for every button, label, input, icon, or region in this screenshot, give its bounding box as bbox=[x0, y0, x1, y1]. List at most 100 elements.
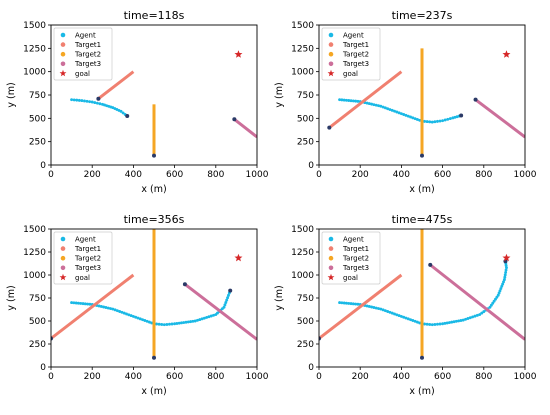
x-axis-label: x (m) bbox=[141, 184, 166, 195]
target1-position-marker bbox=[51, 336, 53, 341]
agent-point bbox=[499, 287, 503, 290]
target2-position-marker bbox=[420, 153, 424, 158]
agent-point bbox=[377, 307, 380, 310]
agent-point bbox=[97, 304, 101, 308]
agent-point bbox=[226, 296, 230, 300]
y-tick-label: 500 bbox=[297, 114, 314, 124]
agent-point bbox=[413, 319, 417, 323]
agent-point bbox=[480, 311, 484, 315]
agent-point bbox=[482, 310, 486, 314]
agent-point bbox=[75, 98, 79, 102]
agent-point bbox=[77, 98, 81, 102]
agent-point bbox=[428, 120, 432, 124]
y-tick-label: 250 bbox=[29, 138, 46, 148]
agent-point bbox=[200, 317, 204, 321]
legend-marker-agent bbox=[60, 236, 66, 242]
agent-point bbox=[399, 112, 403, 116]
agent-point bbox=[354, 302, 358, 306]
agent-point bbox=[93, 101, 97, 105]
legend-label-target3: Target3 bbox=[342, 60, 369, 68]
agent-point bbox=[77, 301, 80, 305]
agent-point bbox=[415, 118, 419, 121]
agent-point bbox=[88, 100, 92, 104]
agent-point bbox=[399, 314, 403, 318]
agent-point bbox=[72, 98, 76, 102]
agent-point bbox=[404, 113, 408, 117]
legend-marker-target1 bbox=[328, 246, 334, 251]
legend-label-agent: Agent bbox=[343, 235, 364, 243]
agent-point bbox=[388, 310, 392, 314]
agent-point bbox=[459, 319, 463, 322]
legend-label-target1: Target1 bbox=[74, 245, 101, 253]
agent-point bbox=[365, 101, 369, 105]
y-tick-label: 250 bbox=[297, 138, 314, 148]
agent-point bbox=[450, 320, 454, 324]
legend-label-goal: goal bbox=[75, 70, 90, 78]
agent-point bbox=[85, 99, 89, 103]
y-tick-label: 0 bbox=[308, 363, 314, 373]
agent-point bbox=[122, 311, 126, 315]
legend-label-target1: Target1 bbox=[342, 41, 369, 49]
agent-point bbox=[175, 322, 179, 325]
legend-star-marker bbox=[59, 69, 67, 77]
legend-label-agent: Agent bbox=[75, 31, 96, 39]
target1-track bbox=[328, 70, 403, 129]
agent-point bbox=[342, 98, 346, 102]
chart-panel-1: time=118s x (m) y (m) 0 200 400 600 800 1000 0 250… bbox=[6, 9, 269, 195]
legend-label-target2: Target2 bbox=[74, 255, 101, 263]
agent-point bbox=[388, 108, 392, 111]
x-tick-label: 1000 bbox=[246, 372, 269, 382]
chart-panel-4: time=475s x (m) y (m) 0 200 400 600 800 1000 0 250… bbox=[274, 213, 537, 397]
agent-point bbox=[227, 293, 230, 297]
agent-point bbox=[503, 275, 507, 279]
target1-position-marker bbox=[319, 336, 321, 341]
agent-point bbox=[223, 303, 227, 307]
y-tick-label: 1000 bbox=[23, 68, 46, 78]
target3-track bbox=[429, 263, 525, 341]
agent-point bbox=[445, 321, 449, 325]
x-tick-label: 1000 bbox=[514, 372, 537, 382]
agent-point bbox=[504, 264, 508, 267]
agent-point bbox=[504, 268, 508, 272]
x-tick-label: 400 bbox=[125, 372, 142, 382]
x-tick-label: 1000 bbox=[514, 170, 537, 180]
legend-marker-target1 bbox=[60, 42, 66, 47]
agent-point bbox=[379, 307, 383, 311]
agent-point bbox=[141, 318, 145, 322]
goal-star-marker bbox=[234, 50, 243, 58]
goal-star-marker bbox=[234, 253, 243, 262]
x-tick-label: 600 bbox=[434, 372, 451, 382]
y-tick-label: 1250 bbox=[291, 248, 314, 258]
agent-point bbox=[351, 99, 355, 103]
agent-point bbox=[468, 316, 472, 320]
y-tick-label: 750 bbox=[297, 91, 314, 101]
x-tick-label: 200 bbox=[84, 372, 101, 382]
legend-label-target1: Target1 bbox=[74, 41, 101, 49]
agent-point bbox=[475, 313, 479, 317]
agent-point bbox=[425, 120, 429, 124]
y-tick-label: 1000 bbox=[291, 271, 314, 281]
chart-title: time=118s bbox=[124, 9, 185, 22]
agent-point bbox=[180, 321, 183, 325]
target1-position-marker bbox=[327, 125, 332, 130]
y-tick-label: 500 bbox=[29, 317, 46, 327]
agent-point bbox=[349, 99, 353, 103]
x-tick-label: 800 bbox=[475, 170, 492, 180]
y-axis-label: y (m) bbox=[274, 82, 285, 107]
agent-point bbox=[381, 105, 385, 109]
agent-point bbox=[377, 104, 380, 108]
agent-point bbox=[367, 102, 371, 106]
x-tick-label: 0 bbox=[48, 170, 54, 180]
agent-point bbox=[113, 308, 117, 312]
agent-point bbox=[443, 118, 447, 122]
legend-label-agent: Agent bbox=[343, 31, 364, 39]
legend-marker-target2 bbox=[328, 51, 334, 57]
agent-point bbox=[418, 118, 422, 122]
agent-point bbox=[90, 100, 94, 104]
agent-point bbox=[430, 120, 434, 124]
agent-point bbox=[354, 99, 358, 103]
y-tick-label: 500 bbox=[29, 114, 46, 124]
agent-point bbox=[436, 119, 439, 123]
agent-point bbox=[502, 280, 505, 284]
